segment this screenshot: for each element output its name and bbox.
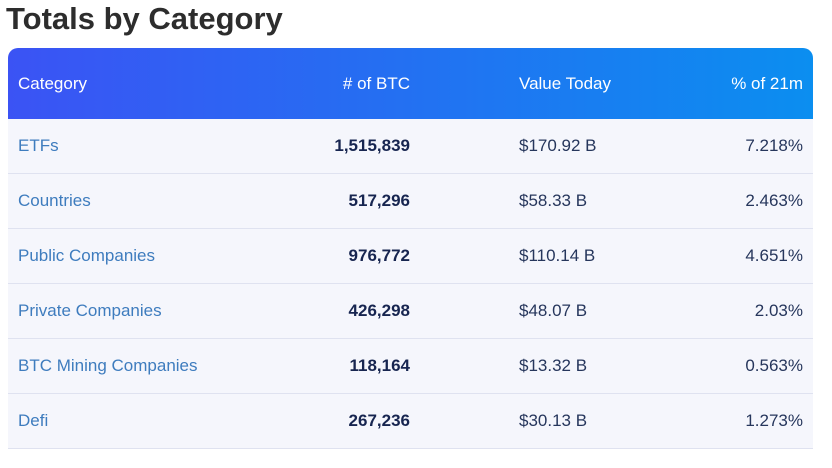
table-row: BTC Mining Companies 118,164 $13.32 B 0.… [8, 339, 813, 394]
category-link[interactable]: Private Companies [18, 301, 162, 320]
value-today: $48.07 B [519, 301, 588, 320]
pct-of-21m: 4.651% [745, 246, 803, 265]
pct-of-21m: 0.563% [745, 356, 803, 375]
column-header-pct-of-21m: % of 21m [731, 73, 803, 93]
totals-by-category-table: Category # of BTC Value Today % of 21m E… [8, 48, 813, 449]
column-header-value-today: Value Today [519, 73, 611, 93]
btc-amount: 517,296 [348, 191, 410, 210]
category-link[interactable]: ETFs [18, 136, 59, 155]
value-today: $58.33 B [519, 191, 588, 210]
btc-amount: 976,772 [348, 246, 410, 265]
category-link[interactable]: Defi [18, 411, 49, 430]
pct-of-21m: 2.03% [754, 301, 803, 320]
table-row: Defi 267,236 $30.13 B 1.273% [8, 394, 813, 449]
column-header-category: Category [18, 73, 87, 93]
category-link[interactable]: BTC Mining Companies [18, 356, 198, 375]
category-link[interactable]: Public Companies [18, 246, 156, 265]
value-today: $30.13 B [519, 411, 588, 430]
btc-amount: 426,298 [348, 301, 410, 320]
table-row: Private Companies 426,298 $48.07 B 2.03% [8, 284, 813, 339]
column-header-btc: # of BTC [342, 73, 410, 93]
table-row: ETFs 1,515,839 $170.92 B 7.218% [8, 119, 813, 174]
pct-of-21m: 2.463% [745, 191, 803, 210]
table-row: Public Companies 976,772 $110.14 B 4.651… [8, 229, 813, 284]
btc-amount: 118,164 [349, 356, 410, 375]
table-row: Countries 517,296 $58.33 B 2.463% [8, 174, 813, 229]
pct-of-21m: 7.218% [745, 136, 803, 155]
table-header-row: Category # of BTC Value Today % of 21m [8, 48, 813, 119]
btc-amount: 267,236 [348, 411, 410, 430]
value-today: $170.92 B [519, 136, 597, 155]
value-today: $13.32 B [519, 356, 588, 375]
btc-amount: 1,515,839 [334, 136, 410, 155]
value-today: $110.14 B [519, 246, 596, 265]
page-title: Totals by Category [6, 1, 283, 36]
category-link[interactable]: Countries [18, 191, 91, 210]
pct-of-21m: 1.273% [745, 411, 803, 430]
